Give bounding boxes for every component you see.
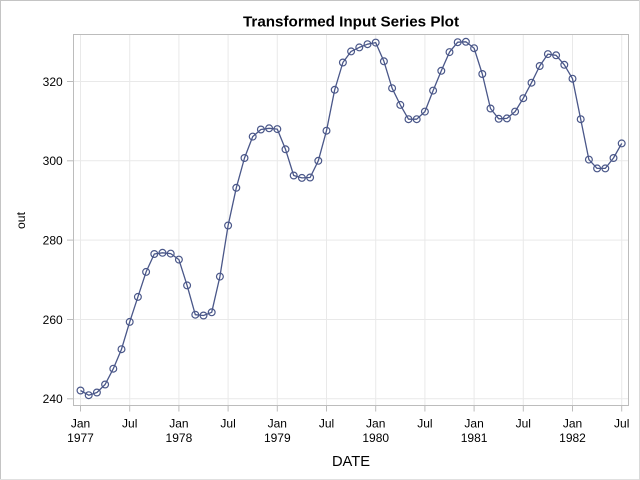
svg-text:Jan: Jan xyxy=(268,416,287,430)
svg-text:1982: 1982 xyxy=(559,431,586,445)
svg-text:240: 240 xyxy=(43,392,63,406)
svg-text:1977: 1977 xyxy=(67,431,94,445)
svg-text:1981: 1981 xyxy=(461,431,488,445)
svg-text:Jul: Jul xyxy=(516,416,531,430)
svg-text:DATE: DATE xyxy=(332,454,370,470)
svg-text:Jul: Jul xyxy=(220,416,235,430)
svg-text:out: out xyxy=(14,211,28,229)
svg-text:Jan: Jan xyxy=(366,416,385,430)
svg-text:320: 320 xyxy=(43,75,63,89)
svg-text:Jul: Jul xyxy=(417,416,432,430)
svg-text:Jul: Jul xyxy=(614,416,629,430)
svg-text:1980: 1980 xyxy=(362,431,389,445)
svg-text:280: 280 xyxy=(43,234,63,248)
svg-text:1979: 1979 xyxy=(264,431,291,445)
svg-text:260: 260 xyxy=(43,313,63,327)
svg-text:Jul: Jul xyxy=(122,416,137,430)
svg-text:300: 300 xyxy=(43,154,63,168)
svg-text:Jul: Jul xyxy=(319,416,334,430)
svg-text:Jan: Jan xyxy=(563,416,582,430)
svg-text:1978: 1978 xyxy=(166,431,193,445)
svg-text:Jan: Jan xyxy=(71,416,90,430)
svg-text:Jan: Jan xyxy=(464,416,483,430)
svg-text:Transformed Input Series Plot: Transformed Input Series Plot xyxy=(243,14,459,31)
svg-text:Jan: Jan xyxy=(169,416,188,430)
